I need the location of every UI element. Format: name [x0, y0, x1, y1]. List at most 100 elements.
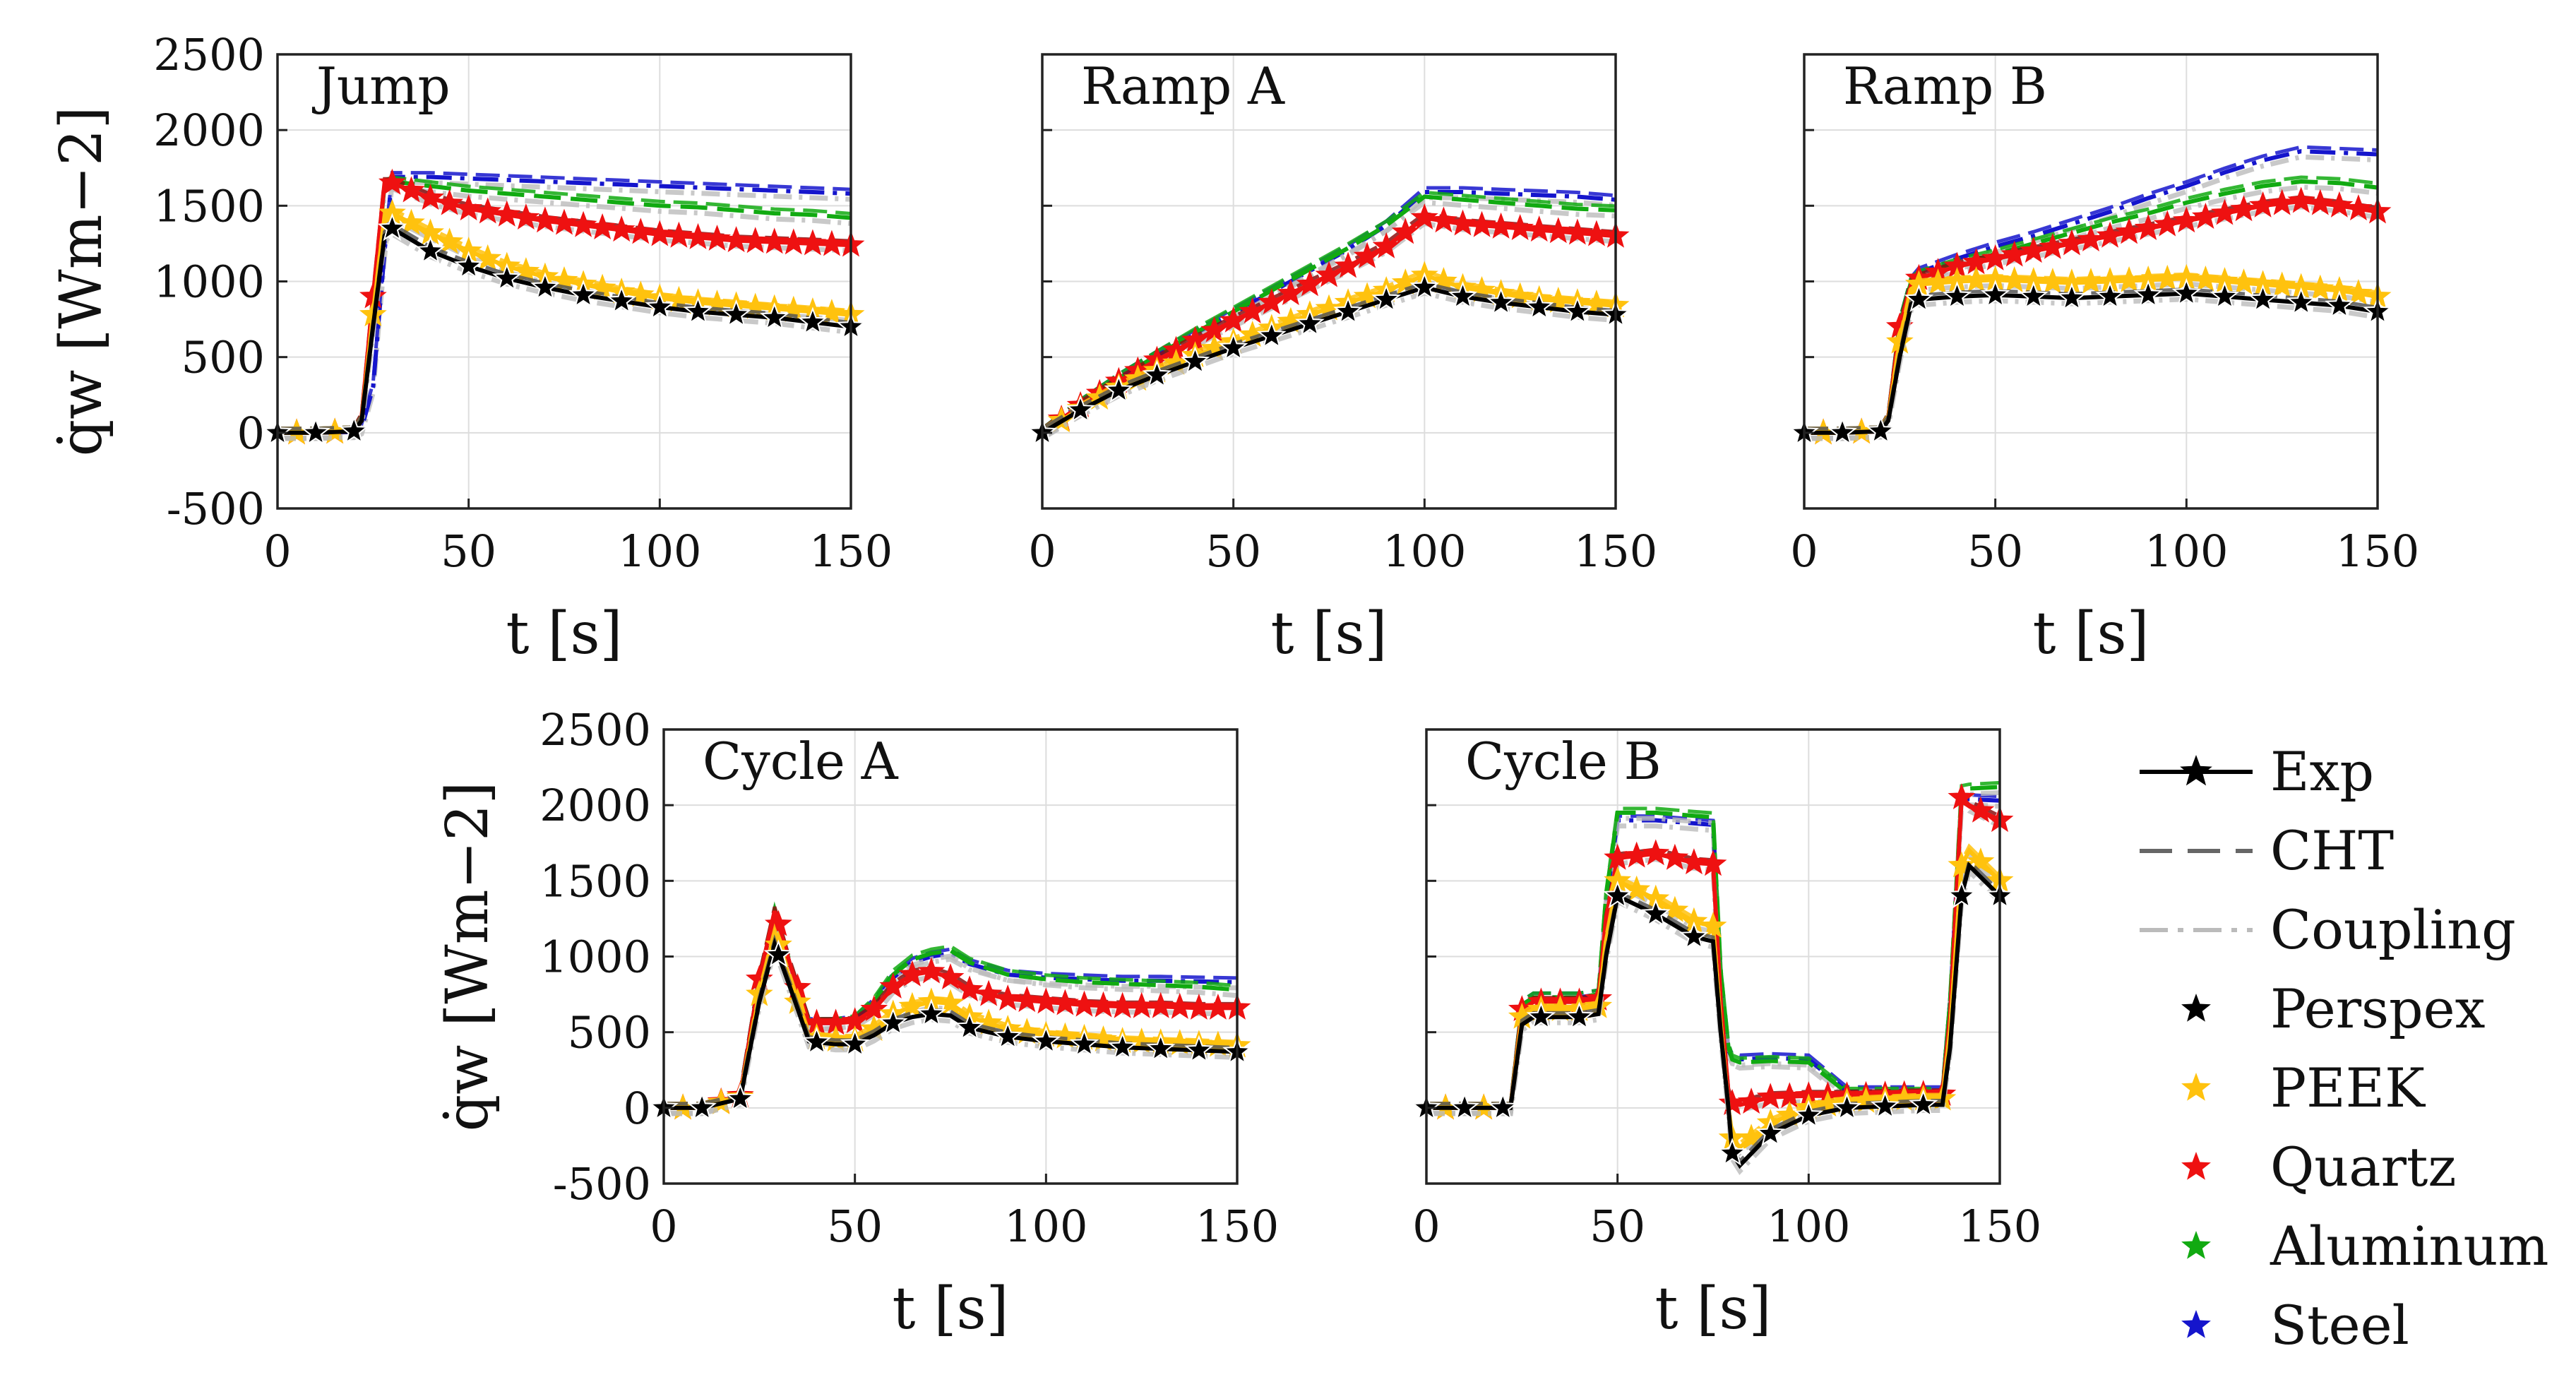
marker-quartz — [1525, 215, 1554, 242]
marker-perspex — [1031, 1025, 1061, 1054]
marker-quartz — [684, 222, 712, 249]
x-tick-label: 150 — [1195, 1201, 1279, 1252]
marker-perspex — [1409, 272, 1440, 300]
line-exp-perspex — [1804, 291, 2378, 435]
line-coupling-steel — [278, 180, 852, 441]
legend-label: Perspex — [2270, 977, 2486, 1040]
line-cht-perspex — [1041, 281, 1616, 430]
marker-perspex — [759, 302, 789, 330]
y-tick-label: 2500 — [539, 704, 651, 756]
x-tick-label: 150 — [1574, 525, 1657, 577]
marker-perspex — [1866, 415, 1895, 444]
marker-peek — [1353, 282, 1381, 309]
marker-peek — [436, 227, 464, 254]
marker-perspex — [1564, 1001, 1594, 1030]
marker-perspex — [1526, 1001, 1556, 1030]
series-perspex — [1789, 278, 2392, 446]
marker-quartz — [1032, 987, 1060, 1014]
marker-perspex — [798, 306, 828, 335]
line-exp-perspex — [278, 225, 852, 435]
legend-entry-coupling: Coupling — [2140, 898, 2516, 961]
y-tick-label: -500 — [553, 1158, 651, 1210]
marker-quartz — [879, 972, 907, 999]
marker-quartz — [2344, 194, 2373, 221]
panel-title: Cycle A — [703, 732, 899, 791]
series-perspex — [263, 213, 866, 446]
marker-quartz — [1277, 279, 1305, 306]
marker-quartz — [1147, 991, 1175, 1018]
marker-perspex — [2248, 284, 2278, 312]
marker-quartz — [1544, 217, 1573, 244]
marker-quartz — [1506, 214, 1534, 241]
marker-quartz — [780, 228, 808, 255]
marker-perspex — [1069, 1028, 1099, 1057]
marker-perspex — [1563, 296, 1592, 325]
marker-quartz — [2020, 237, 2048, 263]
marker-perspex — [683, 296, 713, 325]
series-perspex — [1412, 858, 2015, 1175]
marker-perspex — [301, 417, 330, 446]
y-tick-label: -500 — [167, 483, 265, 535]
marker-quartz — [1334, 251, 1362, 278]
legend-star — [2181, 1310, 2211, 1338]
marker-perspex — [1218, 332, 1248, 361]
marker-perspex — [1717, 1138, 1747, 1166]
marker-perspex — [1524, 292, 1554, 320]
marker-peek — [818, 299, 846, 326]
marker-quartz — [378, 168, 406, 195]
marker-perspex — [1333, 296, 1363, 325]
line-cht-quartz — [1041, 211, 1616, 430]
marker-perspex — [1145, 1033, 1176, 1061]
marker-quartz — [2058, 229, 2086, 256]
legend-entry-aluminum: Aluminum — [2181, 1215, 2548, 1277]
marker-quartz — [2096, 221, 2124, 248]
legend-label: CHT — [2270, 819, 2394, 882]
marker-quartz — [1737, 1088, 1765, 1114]
marker-quartz — [764, 910, 792, 936]
marker-perspex — [725, 1083, 756, 1112]
marker-quartz — [1468, 210, 1496, 237]
marker-quartz — [550, 208, 578, 235]
marker-quartz — [1071, 990, 1098, 1017]
marker-perspex — [687, 1092, 717, 1121]
marker-quartz — [1391, 218, 1419, 244]
y-tick-label: 1500 — [539, 855, 651, 907]
marker-perspex — [1486, 287, 1516, 316]
marker-perspex — [1448, 281, 1478, 309]
marker-peek — [1544, 286, 1573, 313]
x-tick-label: 150 — [2336, 525, 2419, 577]
marker-perspex — [415, 235, 446, 264]
y-tick-label: 0 — [624, 1083, 651, 1134]
marker-quartz — [493, 200, 521, 227]
marker-perspex — [377, 213, 407, 242]
marker-peek — [936, 989, 965, 1015]
x-tick-label: 0 — [1412, 1201, 1440, 1252]
marker-perspex — [1107, 1032, 1138, 1060]
marker-peek — [898, 991, 926, 1018]
marker-quartz — [994, 984, 1022, 1011]
legend-entry-perspex: Perspex — [2181, 977, 2486, 1040]
marker-perspex — [453, 251, 484, 279]
x-axis-label: t [s] — [2032, 600, 2149, 667]
marker-perspex — [2325, 290, 2354, 318]
marker-quartz — [417, 184, 444, 210]
marker-perspex — [1870, 1090, 1900, 1119]
marker-quartz — [1239, 297, 1267, 323]
marker-quartz — [2077, 225, 2105, 252]
marker-peek — [2268, 271, 2296, 298]
x-tick-label: 100 — [1004, 1201, 1087, 1252]
marker-quartz — [2153, 210, 2181, 237]
marker-quartz — [703, 225, 731, 251]
y-axis-label: q̇w [Wm−2] — [434, 782, 501, 1132]
marker-peek — [398, 208, 425, 235]
marker-quartz — [1013, 986, 1041, 1013]
marker-quartz — [974, 979, 1003, 1006]
x-tick-label: 0 — [650, 1201, 677, 1252]
marker-quartz — [1410, 203, 1438, 230]
line-exp-perspex — [1041, 285, 1616, 435]
marker-perspex — [1942, 281, 1972, 309]
marker-perspex — [721, 299, 751, 328]
x-tick-label: 0 — [1028, 525, 1056, 577]
legend-entry-steel: Steel — [2181, 1294, 2409, 1357]
